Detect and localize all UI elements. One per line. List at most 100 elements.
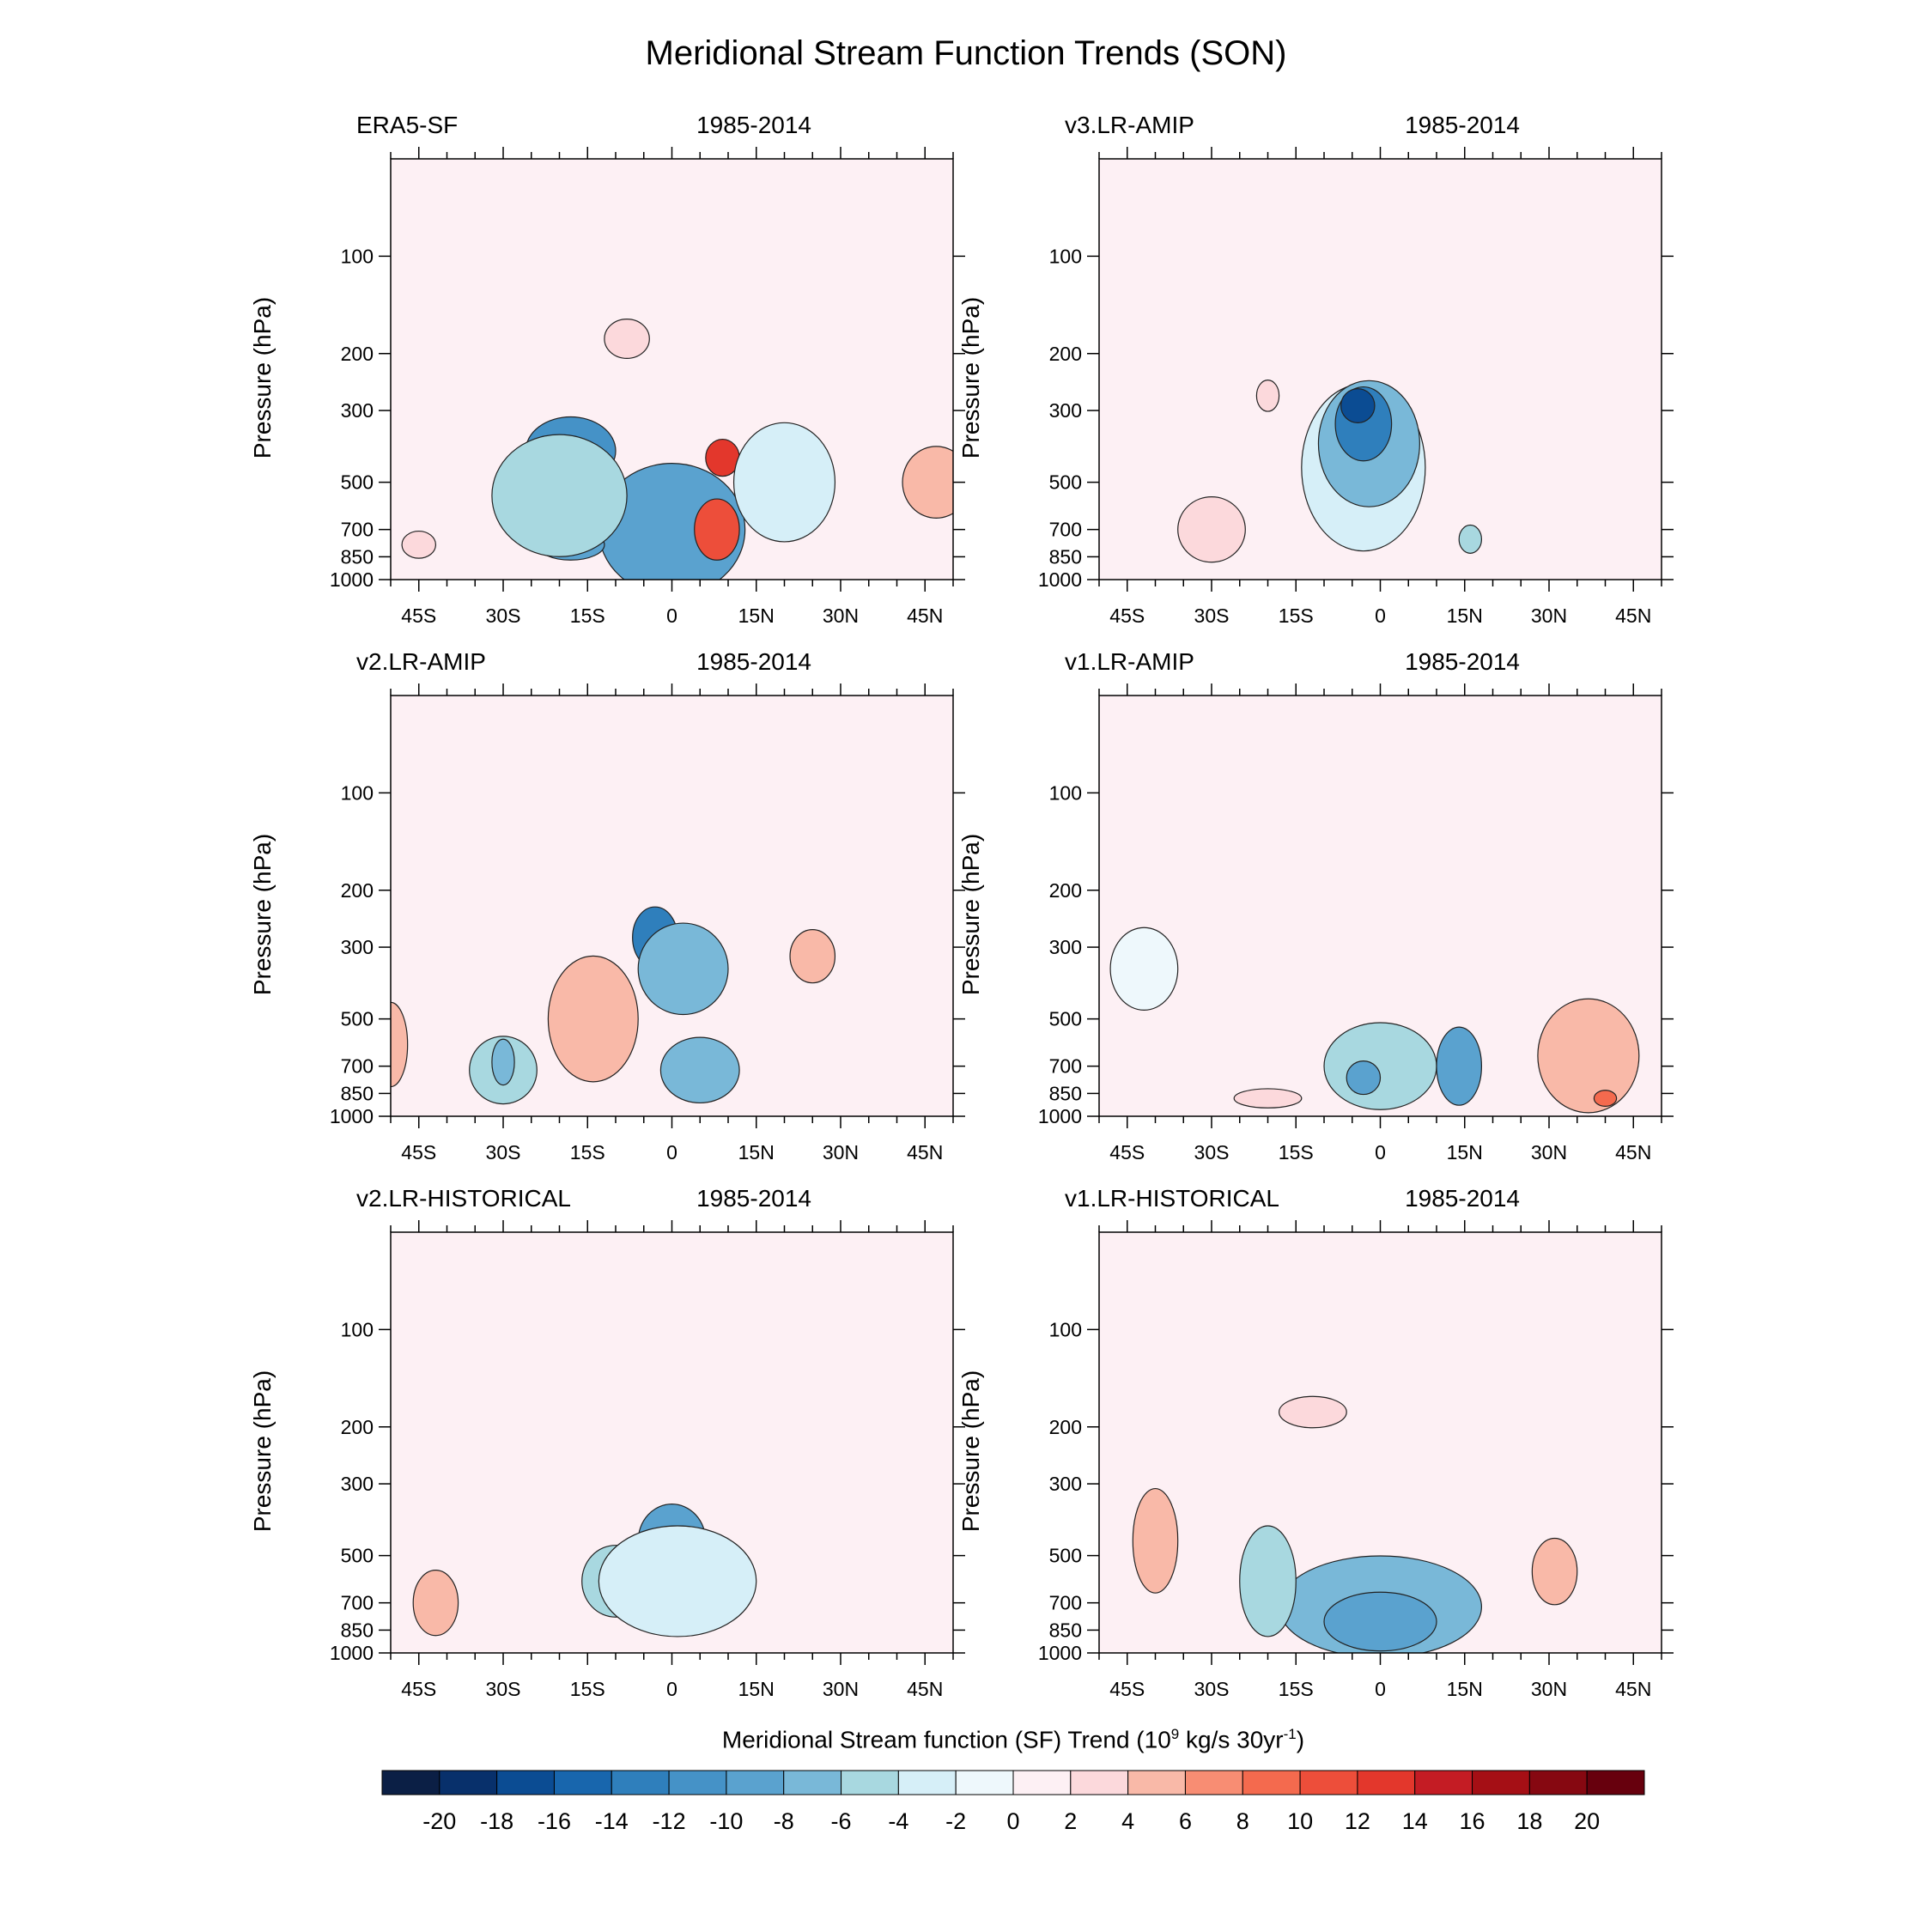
x-tick-label: 0 <box>1375 1141 1386 1163</box>
x-tick-label: 45N <box>907 1678 943 1700</box>
contour-region <box>694 498 740 561</box>
colorbar-label: -4 <box>888 1808 908 1834</box>
colorbar-graphic: -20 -18 -16 -14 -12 -10 -8 -6 -4 -2 0 2 4 6 8 10 12 14 16 1… <box>381 1770 1645 1834</box>
colorbar-box <box>1127 1770 1186 1795</box>
x-tick-label: 30N <box>1531 1678 1567 1700</box>
contour-region <box>1255 379 1280 412</box>
colorbar-label: 18 <box>1516 1808 1542 1834</box>
colorbar-box <box>783 1770 842 1795</box>
x-tick-label: 0 <box>1375 605 1386 627</box>
contour-fill <box>1099 1232 1662 1653</box>
colorbar-label: -10 <box>709 1808 743 1834</box>
panel-2: v2.LR-AMIP 1985-2014 Pressure (hPa) 100 200 3… <box>249 648 965 1181</box>
colorbar-label: -6 <box>831 1808 852 1834</box>
y-tick-label: 300 <box>341 936 374 958</box>
colorbar-label: 20 <box>1574 1808 1600 1834</box>
panel-label: v2.LR-AMIP <box>356 648 486 675</box>
x-tick-label: 30N <box>1531 1141 1567 1163</box>
y-tick-label: 300 <box>341 1473 374 1495</box>
y-tick-label: 850 <box>1049 545 1082 568</box>
x-tick-label: 45S <box>401 1678 436 1700</box>
contour-region <box>659 1036 740 1104</box>
y-tick-label: 850 <box>341 1619 374 1641</box>
contour-region <box>1537 998 1640 1114</box>
panel-5: v1.LR-HISTORICAL 1985-2014 Pressure (hPa) 1… <box>957 1185 1674 1717</box>
colorbar-label: -18 <box>480 1808 513 1834</box>
colorbar-box <box>1070 1770 1129 1795</box>
panel-0: ERA5-SF 1985-2014 Pressure (hPa) 100 200 300 5… <box>249 112 965 644</box>
x-tick-label: 30N <box>823 605 859 627</box>
y-tick-label: 200 <box>341 343 374 365</box>
colorbar-label: 4 <box>1121 1808 1134 1834</box>
y-tick-label: 1000 <box>1038 1642 1082 1664</box>
y-tick-label: 300 <box>1049 936 1082 958</box>
contour-region <box>1346 1060 1382 1096</box>
panel-period: 1985-2014 <box>696 112 811 138</box>
colorbar-box <box>1586 1770 1645 1795</box>
contour-region <box>1279 1395 1347 1429</box>
x-tick-label: 45S <box>401 1141 436 1163</box>
x-tick-label: 30S <box>1194 1141 1230 1163</box>
contour-region <box>491 1038 515 1086</box>
colorbar-box <box>668 1770 727 1795</box>
panel-period: 1985-2014 <box>1405 648 1520 675</box>
panel-1: v3.LR-AMIP 1985-2014 Pressure (hPa) 100 200 3… <box>957 112 1674 644</box>
x-tick-label: 45N <box>1615 605 1651 627</box>
colorbar-box <box>1357 1770 1416 1795</box>
contour-region <box>1436 1026 1483 1106</box>
x-tick-label: 30S <box>1194 1678 1230 1700</box>
x-tick-label: 15S <box>1279 1678 1314 1700</box>
contour-region <box>598 1525 757 1637</box>
colorbar-title: Meridional Stream function (SF) Trend (1… <box>721 1726 1305 1753</box>
colorbar-label: -16 <box>538 1808 571 1834</box>
chart-title: Meridional Stream Function Trends (SON) <box>645 34 1287 72</box>
y-tick-label: 700 <box>341 519 374 541</box>
colorbar-box <box>496 1770 555 1795</box>
x-tick-label: 0 <box>666 1141 677 1163</box>
contour-region <box>491 434 628 557</box>
y-tick-label: 700 <box>1049 1592 1082 1614</box>
y-tick-label: 500 <box>341 1545 374 1567</box>
x-tick-label: 45N <box>1615 1141 1651 1163</box>
y-tick-label: 500 <box>1049 471 1082 494</box>
colorbar-box <box>1528 1770 1588 1795</box>
contour-region <box>1323 1591 1437 1652</box>
colorbar-label: 2 <box>1064 1808 1077 1834</box>
y-tick-label: 1000 <box>1038 1105 1082 1127</box>
panel-label: v1.LR-HISTORICAL <box>1065 1185 1279 1212</box>
x-tick-label: 30N <box>1531 605 1567 627</box>
colorbar-label: -14 <box>595 1808 629 1834</box>
x-tick-label: 15N <box>738 1678 775 1700</box>
x-tick-label: 15S <box>570 605 605 627</box>
y-tick-label: 1000 <box>330 1105 374 1127</box>
y-tick-label: 100 <box>341 1318 374 1340</box>
contour-region <box>902 446 953 519</box>
panel-period: 1985-2014 <box>696 648 811 675</box>
contour-region <box>604 319 650 359</box>
colorbar-label: -12 <box>653 1808 686 1834</box>
x-tick-label: 15S <box>570 1678 605 1700</box>
colorbar-box <box>1184 1770 1243 1795</box>
contour-region <box>401 530 437 559</box>
contour-fill <box>391 159 953 580</box>
colorbar-label: 10 <box>1287 1808 1313 1834</box>
x-tick-label: 45S <box>401 605 436 627</box>
y-tick-label: 500 <box>341 1008 374 1030</box>
colorbar-label: -20 <box>422 1808 456 1834</box>
y-tick-label: 100 <box>1049 1318 1082 1340</box>
panel-label: ERA5-SF <box>356 112 459 138</box>
y-tick-label: 700 <box>341 1592 374 1614</box>
contour-region <box>1239 1525 1297 1637</box>
x-tick-label: 30S <box>486 1678 521 1700</box>
panel-label: v2.LR-HISTORICAL <box>356 1185 571 1212</box>
y-tick-label: 700 <box>1049 519 1082 541</box>
colorbar-label: -8 <box>774 1808 794 1834</box>
colorbar-box <box>439 1770 498 1795</box>
y-tick-label: 200 <box>341 1416 374 1438</box>
colorbar-box <box>1414 1770 1473 1795</box>
x-tick-label: 0 <box>666 1678 677 1700</box>
contour-region <box>1323 1022 1437 1110</box>
colorbar-box <box>897 1770 957 1795</box>
